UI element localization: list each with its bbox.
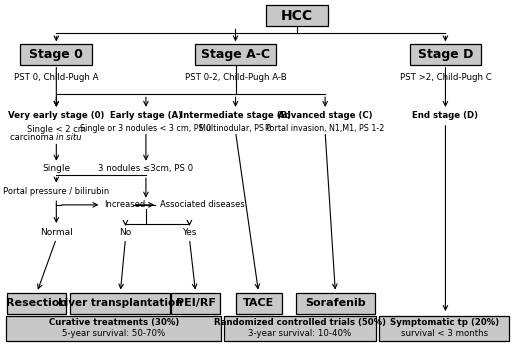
Text: PST 0-2, Child-Pugh A-B: PST 0-2, Child-Pugh A-B	[185, 73, 286, 82]
Text: TACE: TACE	[243, 298, 274, 308]
Text: Resection: Resection	[6, 298, 68, 308]
Text: Very early stage (0): Very early stage (0)	[8, 111, 104, 120]
FancyBboxPatch shape	[20, 44, 92, 65]
Text: Stage 0: Stage 0	[29, 48, 83, 61]
Text: Multinodular, PS 0: Multinodular, PS 0	[199, 124, 272, 133]
Text: Liver transplantation: Liver transplantation	[58, 298, 183, 308]
FancyBboxPatch shape	[266, 5, 328, 26]
FancyBboxPatch shape	[195, 44, 276, 65]
Text: PEI/RF: PEI/RF	[176, 298, 216, 308]
Text: Stage A-C: Stage A-C	[201, 48, 270, 61]
Text: carcinoma: carcinoma	[10, 133, 56, 143]
FancyBboxPatch shape	[296, 293, 375, 314]
Text: Increased: Increased	[104, 200, 145, 209]
Text: Early stage (A): Early stage (A)	[110, 111, 182, 120]
FancyBboxPatch shape	[379, 316, 509, 341]
Text: 3 nodules ≤3cm, PS 0: 3 nodules ≤3cm, PS 0	[98, 164, 194, 174]
Text: Normal: Normal	[40, 228, 73, 237]
Text: Portal pressure / bilirubin: Portal pressure / bilirubin	[3, 187, 110, 196]
Text: End stage (D): End stage (D)	[413, 111, 478, 120]
Text: Advanced stage (C): Advanced stage (C)	[278, 111, 372, 120]
FancyBboxPatch shape	[410, 44, 481, 65]
Text: Portal invasion, N1,M1, PS 1-2: Portal invasion, N1,M1, PS 1-2	[265, 124, 385, 133]
Text: 3-year survival: 10-40%: 3-year survival: 10-40%	[248, 329, 352, 338]
Text: HCC: HCC	[281, 9, 313, 23]
Text: Single: Single	[42, 164, 70, 174]
Text: Associated diseases: Associated diseases	[160, 200, 245, 209]
Text: Single or 3 nodules < 3 cm, PS 0: Single or 3 nodules < 3 cm, PS 0	[80, 124, 211, 133]
Text: Stage D: Stage D	[418, 48, 473, 61]
Text: Symptomatic tp (20%): Symptomatic tp (20%)	[390, 319, 499, 327]
Text: Curative treatments (30%): Curative treatments (30%)	[49, 319, 179, 327]
FancyBboxPatch shape	[6, 316, 221, 341]
Text: in situ: in situ	[56, 133, 82, 143]
Text: PST 0, Child-Pugh A: PST 0, Child-Pugh A	[14, 73, 99, 82]
Text: 5-year survival: 50-70%: 5-year survival: 50-70%	[62, 329, 165, 338]
Text: Single < 2 cm: Single < 2 cm	[27, 125, 86, 134]
Text: Yes: Yes	[182, 228, 197, 237]
Text: survival < 3 months: survival < 3 months	[400, 329, 488, 338]
Text: Intermediate stage (B): Intermediate stage (B)	[180, 111, 291, 120]
Text: PST >2, Child-Pugh C: PST >2, Child-Pugh C	[399, 73, 492, 82]
Text: Sorafenib: Sorafenib	[305, 298, 366, 308]
FancyBboxPatch shape	[7, 293, 67, 314]
FancyBboxPatch shape	[171, 293, 220, 314]
Text: Randomized controlled trials (50%): Randomized controlled trials (50%)	[214, 319, 386, 327]
FancyBboxPatch shape	[70, 293, 170, 314]
Text: No: No	[119, 228, 132, 237]
FancyBboxPatch shape	[224, 316, 376, 341]
FancyBboxPatch shape	[236, 293, 282, 314]
